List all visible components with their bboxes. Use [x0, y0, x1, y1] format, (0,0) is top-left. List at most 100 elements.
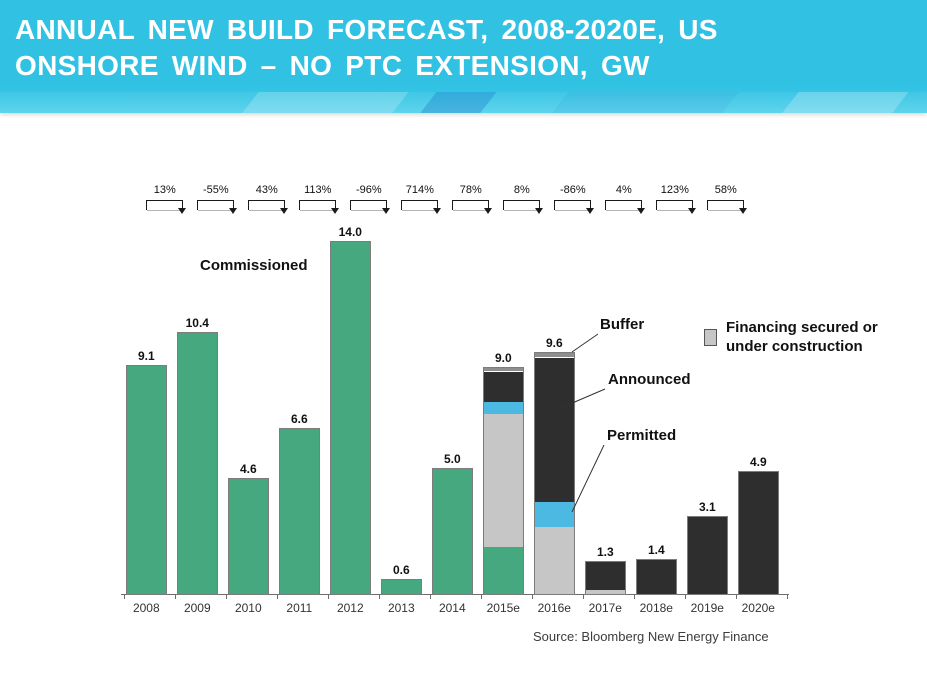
growth-bracket-2009-to-2010: -55% — [197, 184, 238, 214]
down-arrow-icon — [182, 200, 184, 208]
down-arrow-icon — [280, 208, 289, 214]
down-arrow-icon — [233, 200, 235, 208]
bar-2018e — [635, 558, 677, 595]
value-label-2012: 14.0 — [338, 225, 362, 240]
growth-bracket-2014-to-2015e: 78% — [452, 184, 493, 214]
down-arrow-icon — [535, 208, 544, 214]
value-label-2009: 10.4 — [185, 315, 209, 330]
x-axis-tick — [379, 594, 381, 599]
x-axis-label-2015e: 2015e — [486, 601, 520, 615]
down-arrow-icon — [641, 200, 643, 208]
segment-announced-2015e — [483, 371, 523, 403]
value-label-2020e: 4.9 — [749, 454, 767, 469]
value-label-2008: 9.1 — [137, 348, 155, 363]
growth-bracket-2012-to-2013: -96% — [350, 184, 391, 214]
growth-percent-label: -96% — [355, 184, 382, 196]
value-label-2011: 6.6 — [290, 411, 308, 426]
down-arrow-icon — [284, 200, 286, 208]
value-label-2010: 4.6 — [239, 462, 257, 477]
down-arrow-icon — [688, 208, 697, 214]
down-arrow-icon — [743, 200, 745, 208]
bar-2020e — [737, 470, 779, 595]
source-note: Source: Bloomberg New Energy Finance — [533, 629, 769, 644]
slide-title-line2: ONSHORE WIND – NO PTC EXTENSION, GW — [15, 50, 650, 81]
growth-bracket-2016e-to-2017e: -86% — [554, 184, 595, 214]
segment-financing-2017e — [585, 589, 625, 594]
bar-2013 — [380, 578, 422, 595]
slide-title: ANNUAL NEW BUILD FORECAST, 2008-2020E, U… — [15, 12, 718, 84]
x-axis-tick — [787, 594, 789, 599]
growth-percent-label: 123% — [660, 184, 689, 196]
x-axis-tick — [532, 594, 534, 599]
bar-2015e — [482, 367, 524, 595]
segment-commissioned-2008 — [126, 365, 166, 594]
x-axis-tick — [481, 594, 483, 599]
growth-bracket-2017e-to-2018e: 4% — [605, 184, 646, 214]
segment-commissioned-2015e — [483, 547, 523, 594]
segment-buffer-2016e — [534, 353, 574, 359]
header-decorative-band — [0, 92, 927, 113]
growth-percent-label: 8% — [513, 184, 530, 196]
commissioned-series-label: Commissioned — [200, 257, 308, 274]
segment-commissioned-2009 — [177, 332, 217, 594]
x-axis-tick — [634, 594, 636, 599]
down-arrow-icon — [637, 208, 646, 214]
buffer-series-label: Buffer — [600, 316, 645, 333]
segment-commissioned-2014 — [432, 469, 472, 594]
announced-series-label: Announced — [608, 371, 691, 388]
x-axis-tick — [328, 594, 330, 599]
x-axis-label-2020e: 2020e — [741, 601, 775, 615]
x-axis-tick — [124, 594, 126, 599]
growth-bracket-2010-to-2011: 43% — [248, 184, 289, 214]
down-arrow-icon — [590, 200, 592, 208]
x-axis-label-2014: 2014 — [438, 601, 466, 615]
segment-announced-2016e — [534, 358, 574, 502]
legend-label: Financing secured or under construction — [726, 319, 878, 355]
value-label-2018e: 1.4 — [647, 542, 665, 557]
bar-2010 — [227, 478, 269, 595]
value-label-2016e: 9.6 — [545, 336, 563, 351]
segment-permitted-2016e — [534, 501, 574, 527]
value-label-2013: 0.6 — [392, 562, 410, 577]
down-arrow-icon — [484, 208, 493, 214]
bar-2014 — [431, 468, 473, 595]
segment-buffer-2015e — [483, 368, 523, 372]
bar-2017e — [584, 561, 626, 595]
segment-commissioned-2010 — [228, 479, 268, 594]
header-streak — [416, 92, 500, 113]
x-axis-label-2013: 2013 — [387, 601, 415, 615]
value-label-2015e: 9.0 — [494, 351, 512, 366]
bar-2012 — [329, 241, 371, 595]
down-arrow-icon — [488, 200, 490, 208]
down-arrow-icon — [335, 200, 337, 208]
x-axis-tick — [430, 594, 432, 599]
growth-percent-label: -86% — [559, 184, 586, 196]
segment-announced-2020e — [738, 471, 778, 594]
growth-percent-label: 714% — [405, 184, 434, 196]
x-axis-label-2019e: 2019e — [690, 601, 724, 615]
down-arrow-icon — [386, 200, 388, 208]
x-axis-label-2018e: 2018e — [639, 601, 673, 615]
segment-commissioned-2011 — [279, 428, 319, 594]
segment-commissioned-2012 — [330, 242, 370, 594]
x-axis-label-2017e: 2017e — [588, 601, 622, 615]
bar-2009 — [176, 331, 218, 595]
segment-announced-2017e — [585, 562, 625, 590]
growth-percent-label: 43% — [255, 184, 278, 196]
growth-bracket-2015e-to-2016e: 8% — [503, 184, 544, 214]
bar-2008 — [125, 364, 167, 595]
header-streak — [778, 92, 912, 113]
growth-percent-label: -55% — [202, 184, 229, 196]
growth-bracket-2019e-to-2020e: 58% — [707, 184, 748, 214]
growth-percent-label: 78% — [459, 184, 482, 196]
x-axis-tick — [226, 594, 228, 599]
growth-percent-label: 4% — [615, 184, 632, 196]
legend-swatch-financing-secured — [704, 329, 717, 346]
x-axis-label-2011: 2011 — [286, 601, 313, 615]
x-axis-label-2009: 2009 — [183, 601, 211, 615]
growth-bracket-2018e-to-2019e: 123% — [656, 184, 697, 214]
permitted-leader-line — [571, 444, 605, 513]
x-axis-label-2016e: 2016e — [537, 601, 571, 615]
growth-percent-label: 113% — [304, 184, 332, 196]
growth-percent-label: 58% — [714, 184, 737, 196]
